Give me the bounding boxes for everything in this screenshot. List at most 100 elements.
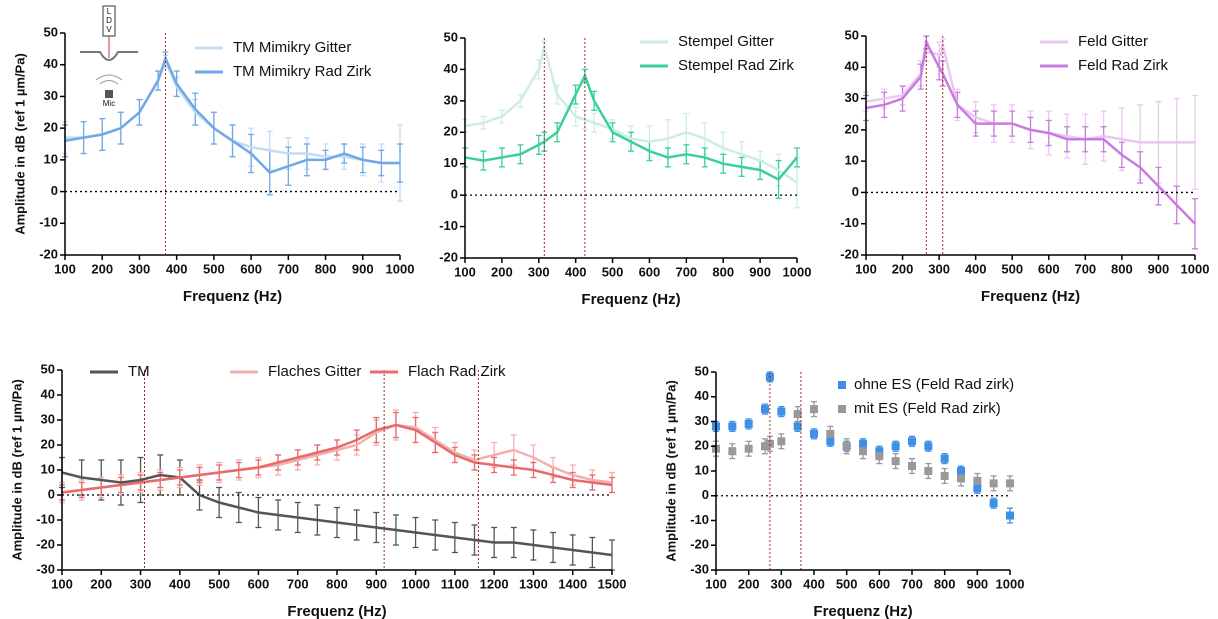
x-tick-label: 100 (51, 576, 73, 591)
y-tick-label: 40 (845, 59, 859, 74)
x-tick-label: 200 (892, 261, 914, 276)
y-tick-label: 20 (444, 124, 458, 139)
data-point (1006, 511, 1014, 520)
x-tick-label: 900 (365, 576, 387, 591)
y-tick-label: 10 (44, 151, 58, 166)
series-line (865, 38, 1196, 225)
x-tick-label: 100 (855, 261, 877, 276)
legend-label: ohne ES (Feld Rad zirk) (854, 376, 1014, 393)
data-point (989, 479, 998, 488)
legend-label: Feld Rad Zirk (1078, 57, 1169, 74)
y-tick-label: 50 (41, 361, 55, 376)
x-tick-label: 1000 (401, 576, 430, 591)
x-tick-label: 600 (240, 261, 262, 276)
x-axis-label: Frequenz (Hz) (813, 603, 912, 619)
y-tick-label: 40 (44, 56, 58, 71)
data-point (728, 447, 737, 456)
x-tick-label: 1000 (996, 576, 1025, 591)
y-tick-label: 50 (845, 27, 859, 42)
x-tick-label: 500 (208, 576, 230, 591)
icon-label: L (107, 7, 112, 16)
legend-marker (838, 405, 846, 413)
x-tick-label: 300 (528, 264, 550, 279)
x-tick-label: 500 (203, 261, 225, 276)
data-point (728, 422, 737, 431)
icon-label: Mic (103, 99, 115, 108)
data-point (859, 439, 867, 448)
y-tick-label: 40 (444, 61, 458, 76)
y-tick-label: 30 (41, 411, 55, 426)
data-point (891, 442, 900, 451)
legend-label: Flach Rad Zirk (408, 363, 506, 380)
x-tick-label: 300 (130, 576, 152, 591)
x-tick-label: 700 (287, 576, 309, 591)
x-tick-label: 100 (54, 261, 76, 276)
x-tick-label: 100 (705, 576, 727, 591)
legend-label: Feld Gitter (1078, 33, 1148, 50)
y-tick-label: -10 (690, 512, 709, 527)
x-tick-label: 800 (1111, 261, 1133, 276)
data-point (765, 439, 774, 448)
y-tick-label: 20 (41, 436, 55, 451)
data-point (1006, 479, 1014, 488)
x-tick-label: 800 (326, 576, 348, 591)
x-tick-label: 200 (738, 576, 760, 591)
y-tick-label: 10 (41, 461, 55, 476)
y-tick-label: 0 (48, 486, 55, 501)
data-point (744, 419, 753, 428)
x-tick-label: 1000 (783, 264, 812, 279)
data-point (940, 471, 949, 480)
series-line (64, 54, 400, 174)
x-tick-label: 700 (277, 261, 299, 276)
series-line (61, 471, 613, 557)
y-tick-label: -10 (439, 218, 458, 233)
y-tick-label: 30 (444, 92, 458, 107)
x-tick-label: 1000 (1181, 261, 1210, 276)
x-tick-label: 400 (166, 261, 188, 276)
y-tick-label: 30 (845, 90, 859, 105)
data-point (761, 405, 769, 414)
data-point (793, 422, 802, 431)
x-tick-label: 300 (129, 261, 151, 276)
y-tick-label: -10 (36, 511, 55, 526)
data-point (891, 457, 900, 466)
x-tick-label: 600 (1038, 261, 1060, 276)
data-point (826, 429, 835, 438)
y-tick-label: -30 (36, 561, 55, 576)
membrane (80, 51, 138, 61)
data-point (875, 447, 884, 456)
legend-label: TM Mimikry Gitter (233, 39, 351, 56)
x-tick-label: 400 (565, 264, 587, 279)
data-point (973, 476, 982, 485)
series-line (464, 72, 798, 181)
x-tick-label: 700 (675, 264, 697, 279)
data-point (875, 452, 884, 461)
data-point (810, 429, 818, 438)
legend-label: Stempel Gitter (678, 33, 774, 50)
y-axis-label: Amplitude in dB (ref 1 µm/Pa) (663, 380, 678, 562)
x-tick-label: 100 (454, 264, 476, 279)
data-point (859, 447, 867, 456)
y-tick-label: -20 (690, 537, 709, 552)
legend-marker (838, 381, 846, 389)
data-point (924, 467, 933, 475)
y-tick-label: -30 (690, 561, 709, 576)
data-point (793, 410, 802, 419)
series-line (61, 423, 613, 494)
data-point (957, 474, 965, 483)
data-point (908, 462, 916, 471)
x-tick-label: 1400 (558, 576, 587, 591)
x-axis-label: Frequenz (Hz) (581, 291, 680, 308)
y-tick-label: 30 (44, 88, 58, 103)
x-tick-label: 700 (901, 576, 923, 591)
x-tick-label: 600 (868, 576, 890, 591)
y-tick-label: 0 (702, 487, 709, 502)
x-tick-label: 1000 (386, 261, 415, 276)
x-tick-label: 1100 (441, 576, 469, 591)
legend-label: TM (128, 363, 150, 380)
y-tick-label: 10 (845, 153, 859, 168)
y-tick-label: 40 (41, 386, 55, 401)
y-tick-label: -20 (840, 246, 859, 261)
y-tick-label: 0 (451, 187, 458, 202)
